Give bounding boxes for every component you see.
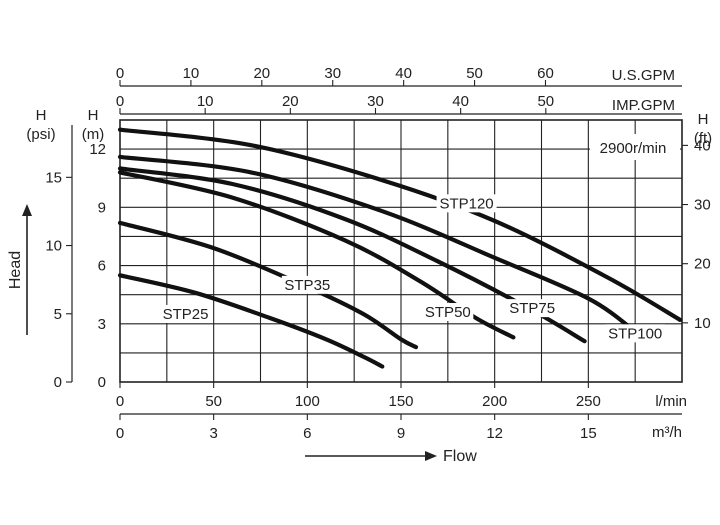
curve-label-background [422, 303, 474, 322]
m-axis-title: H [88, 107, 99, 124]
usgpm-axis-tick-label: 20 [253, 65, 270, 82]
ft-tick-label: 10 [694, 315, 711, 332]
lmin-axis-label: l/min [655, 393, 687, 410]
curve-label-stp50: STP50 [425, 304, 471, 321]
curve-label-background [160, 304, 212, 323]
lmin-tick-label: 0 [116, 393, 124, 410]
curve-stp25 [117, 273, 385, 369]
speed-label: 2900r/min [600, 140, 667, 157]
ft-axis-title: H [698, 111, 709, 128]
curve-label-background [436, 194, 497, 213]
m-tick-label: 3 [98, 316, 106, 333]
impgpm-axis-tick-label: 10 [197, 93, 214, 110]
psi-tick-label: 10 [45, 238, 62, 255]
lmin-axis: 0 50 100 150 200 250 [116, 382, 601, 410]
m3h-axis: 0 3 6 9 12 15 [116, 413, 682, 442]
psi-tick-label: 15 [45, 169, 62, 186]
m3h-axis-tick-label: 12 [486, 425, 503, 442]
usgpm-axis-tick-label: 40 [395, 65, 412, 82]
impgpm-axis-tick-label: 50 [537, 93, 554, 110]
pump-curves [117, 127, 683, 369]
chart-grid [120, 120, 682, 382]
ft-tick-label: 30 [694, 197, 711, 214]
curve-label-stp75: STP75 [509, 300, 555, 317]
usgpm-axis-tick-label: 50 [466, 65, 483, 82]
m3h-axis-tick-label: 9 [397, 425, 405, 442]
impgpm-axis-tick-label: 20 [282, 93, 299, 110]
impgpm-axis-tick-label: 30 [367, 93, 384, 110]
curve-label-stp35: STP35 [284, 277, 330, 294]
lmin-tick-label: 150 [388, 393, 413, 410]
ft-tick-label: 20 [694, 256, 711, 273]
m3h-axis-tick-label: 15 [580, 425, 597, 442]
psi-axis-unit: (psi) [26, 126, 55, 143]
pump-curve-labels: STP25 STP35 STP50 STP75 STP100 STP120 [160, 194, 666, 343]
head-arrow [22, 204, 32, 335]
psi-tick-label: 5 [54, 306, 62, 323]
m3h-axis-label: m³/h [652, 424, 682, 441]
impgpm-axis-tick-label: 0 [116, 93, 124, 110]
curve-label-background [506, 299, 558, 318]
usgpm-axis-label: U.S.GPM [612, 67, 675, 84]
m3h-axis-tick-label: 3 [209, 425, 217, 442]
curve-stp50 [117, 170, 516, 340]
usgpm-axis-tick-label: 30 [324, 65, 341, 82]
impgpm-axis-label: IMP.GPM [612, 97, 675, 114]
usgpm-axis-tick-label: 10 [183, 65, 200, 82]
m-axis-unit: (m) [82, 126, 105, 143]
ft-tick-label: 40 [694, 137, 711, 154]
usgpm-axis: 0 10 20 30 40 50 60 [116, 65, 682, 87]
m3h-axis-tick-label: 6 [303, 425, 311, 442]
impgpm-axis-tick-label: 40 [452, 93, 469, 110]
psi-tick-label: 0 [54, 374, 62, 391]
curve-label-stp25: STP25 [163, 306, 209, 323]
m-tick-label: 9 [98, 199, 106, 216]
head-label: Head [7, 251, 24, 289]
ft-axis-unit: (ft) [694, 130, 712, 147]
lmin-tick-label: 200 [482, 393, 507, 410]
m3h-axis-tick-label: 0 [116, 425, 124, 442]
m-tick-label: 0 [98, 374, 106, 391]
curve-stp120 [117, 127, 683, 322]
lmin-tick-label: 50 [205, 393, 222, 410]
lmin-tick-label: 250 [576, 393, 601, 410]
flow-arrow [305, 451, 437, 461]
curve-stp100 [117, 154, 638, 334]
usgpm-axis-tick-label: 0 [116, 65, 124, 82]
curve-label-stp120: STP120 [439, 195, 493, 212]
curve-label-stp100: STP100 [608, 325, 662, 342]
curve-label-background [281, 275, 333, 294]
m-tick-label: 6 [98, 258, 106, 275]
curve-label-background [605, 324, 666, 343]
impgpm-axis: 0 10 20 30 40 50 [116, 93, 682, 115]
psi-axis-title: H [36, 107, 47, 124]
usgpm-axis-tick-label: 60 [537, 65, 554, 82]
flow-label: Flow [443, 448, 477, 465]
m-tick-label: 12 [89, 141, 106, 158]
lmin-tick-label: 100 [295, 393, 320, 410]
psi-axis: 0 5 10 15 [45, 125, 73, 391]
ft-axis: 10 20 30 40 [682, 137, 711, 332]
m-axis: 0 3 6 9 12 [89, 141, 106, 391]
speed-label-background [590, 134, 680, 160]
